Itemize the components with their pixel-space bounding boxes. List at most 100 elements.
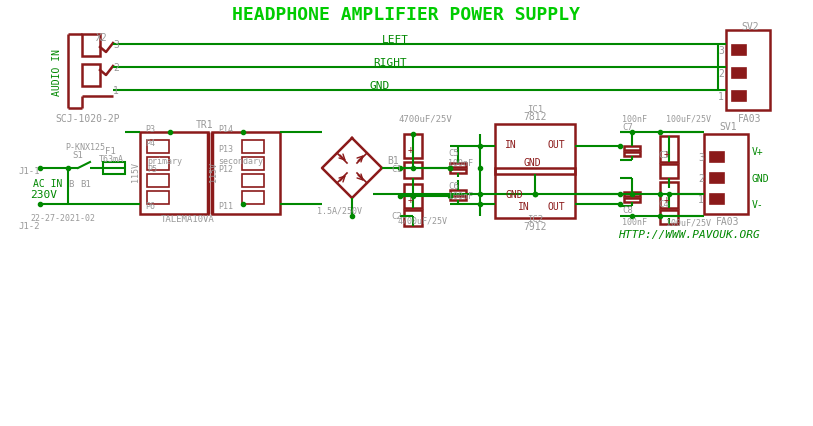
- Text: FA03: FA03: [716, 216, 740, 227]
- Bar: [710, 173, 724, 184]
- Bar: [450, 190, 466, 195]
- Text: C6: C6: [448, 182, 459, 191]
- Text: P14: P14: [218, 124, 233, 133]
- Text: B1: B1: [387, 155, 398, 166]
- Bar: [242, 158, 264, 170]
- Text: AC IN: AC IN: [33, 178, 63, 189]
- Bar: [732, 92, 746, 102]
- Text: 100uF/25V: 100uF/25V: [666, 114, 711, 123]
- Bar: [404, 210, 422, 227]
- Text: C1: C1: [391, 164, 402, 173]
- Text: P5: P5: [147, 165, 157, 174]
- Text: P6: P6: [145, 202, 155, 211]
- Text: IC1: IC1: [527, 104, 543, 113]
- Bar: [660, 210, 678, 225]
- Text: C5: C5: [448, 149, 459, 158]
- Bar: [242, 175, 264, 187]
- Bar: [450, 164, 466, 167]
- Text: +: +: [408, 195, 414, 204]
- Text: secondary: secondary: [218, 157, 263, 166]
- Bar: [140, 132, 208, 215]
- Text: 3: 3: [718, 46, 724, 56]
- Bar: [147, 175, 169, 187]
- Text: GND: GND: [505, 190, 523, 199]
- Text: C2: C2: [391, 212, 402, 221]
- Bar: [704, 135, 748, 215]
- Bar: [212, 132, 280, 215]
- Text: F1: F1: [105, 147, 115, 156]
- Text: 100uF/25V: 100uF/25V: [666, 218, 711, 227]
- Text: V+: V+: [752, 147, 763, 157]
- Bar: [660, 137, 678, 163]
- Bar: [82, 65, 100, 87]
- Text: 2: 2: [698, 173, 704, 184]
- Text: AUDIO IN: AUDIO IN: [52, 49, 62, 95]
- Text: C7: C7: [622, 122, 633, 131]
- Text: +: +: [408, 145, 414, 155]
- Text: SV1: SV1: [720, 122, 737, 132]
- Bar: [710, 153, 724, 163]
- Text: J1-1: J1-1: [18, 167, 40, 176]
- Bar: [732, 46, 746, 56]
- Bar: [450, 196, 466, 201]
- Bar: [147, 192, 169, 204]
- Text: IC2: IC2: [527, 215, 543, 224]
- Bar: [710, 195, 724, 204]
- Text: FA03: FA03: [738, 114, 762, 124]
- Text: RIGHT: RIGHT: [373, 58, 406, 68]
- Bar: [624, 199, 640, 202]
- Bar: [404, 184, 422, 208]
- Text: 7912: 7912: [524, 222, 547, 231]
- Text: IN: IN: [505, 140, 517, 150]
- Text: OUT: OUT: [548, 140, 566, 150]
- Text: 3: 3: [113, 40, 119, 50]
- Text: P-KNX125: P-KNX125: [65, 142, 105, 151]
- Bar: [660, 183, 678, 208]
- Bar: [450, 170, 466, 173]
- Bar: [624, 153, 640, 157]
- Text: 115V: 115V: [131, 161, 140, 181]
- Text: V-: V-: [752, 199, 763, 210]
- Text: OUT: OUT: [548, 201, 566, 211]
- Text: 1: 1: [113, 86, 119, 96]
- Text: P13: P13: [218, 144, 233, 153]
- Text: SCJ-1020-2P: SCJ-1020-2P: [55, 114, 120, 124]
- Text: +: +: [664, 195, 670, 204]
- Text: TR1: TR1: [196, 120, 214, 130]
- Text: P12: P12: [218, 165, 233, 174]
- Bar: [495, 169, 575, 219]
- Text: 100nF: 100nF: [622, 114, 647, 123]
- Text: 115V: 115V: [208, 161, 218, 181]
- Text: SV2: SV2: [741, 22, 759, 32]
- Text: 1: 1: [718, 92, 724, 102]
- Text: +: +: [664, 149, 670, 158]
- Text: 100nF: 100nF: [448, 159, 473, 168]
- Bar: [103, 163, 125, 175]
- Text: 3: 3: [698, 153, 704, 163]
- Text: 1.5A/250V: 1.5A/250V: [317, 206, 362, 215]
- Bar: [726, 31, 770, 111]
- Text: primary: primary: [147, 157, 182, 166]
- Bar: [404, 135, 422, 158]
- Bar: [242, 192, 264, 204]
- Bar: [732, 69, 746, 79]
- Text: J1-2: J1-2: [18, 222, 40, 231]
- Bar: [147, 141, 169, 154]
- Text: IN: IN: [518, 201, 530, 211]
- Text: HEADPHONE AMPLIFIER POWER SUPPLY: HEADPHONE AMPLIFIER POWER SUPPLY: [232, 6, 580, 24]
- Text: 100nF: 100nF: [622, 218, 647, 227]
- Text: TALEMA10VA: TALEMA10VA: [161, 215, 215, 224]
- Text: 1: 1: [698, 195, 704, 204]
- Text: HTTP://WWW.PAVOUK.ORG: HTTP://WWW.PAVOUK.ORG: [618, 230, 760, 239]
- Text: 22-27-2021-02: 22-27-2021-02: [30, 214, 95, 223]
- Text: C8: C8: [622, 206, 633, 215]
- Text: P3: P3: [145, 124, 155, 133]
- Text: P11: P11: [218, 202, 233, 211]
- Text: X2: X2: [96, 33, 108, 43]
- Bar: [82, 35, 100, 57]
- Bar: [495, 125, 575, 175]
- Bar: [660, 164, 678, 178]
- Text: GND: GND: [752, 173, 770, 184]
- Text: GND: GND: [370, 81, 390, 91]
- Text: 2: 2: [113, 63, 119, 73]
